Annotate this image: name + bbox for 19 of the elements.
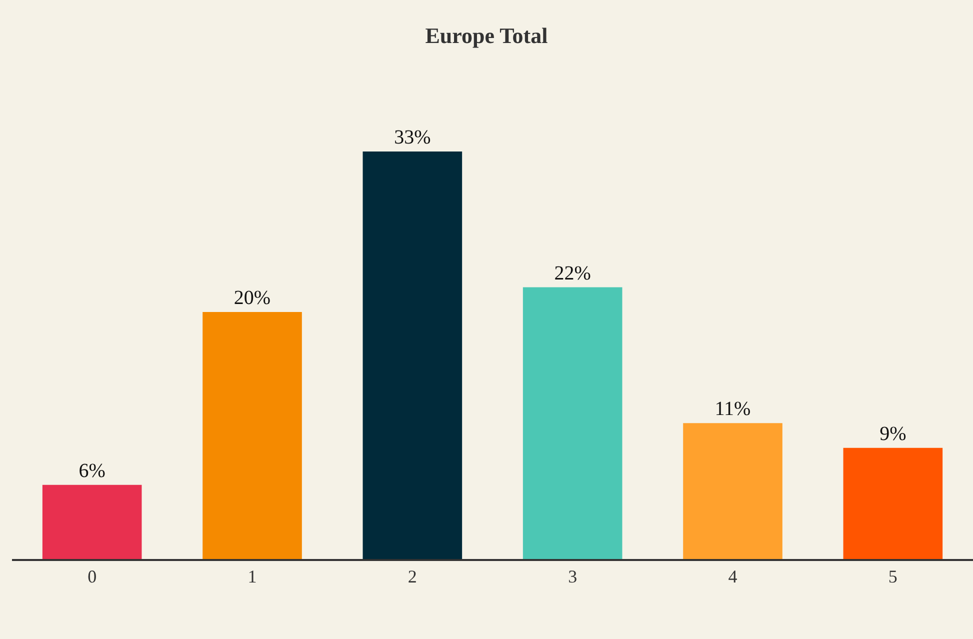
data-label: 11% — [714, 398, 751, 420]
x-tick-label: 5 — [888, 566, 898, 587]
data-label: 9% — [880, 422, 906, 445]
bar — [362, 151, 462, 559]
x-tick-label: 2 — [408, 566, 417, 587]
bar — [202, 312, 302, 559]
bar — [683, 423, 782, 559]
bar — [843, 448, 943, 559]
x-tick-label: 0 — [88, 566, 97, 587]
chart-title: Europe Total — [425, 22, 548, 48]
data-label: 20% — [234, 287, 271, 309]
x-tick-label: 4 — [728, 566, 738, 587]
x-tick-label: 3 — [568, 566, 578, 587]
data-label: 33% — [394, 126, 431, 148]
bar — [522, 287, 622, 559]
data-label: 22% — [554, 262, 591, 284]
data-label: 6% — [78, 460, 106, 482]
x-tick-label: 1 — [248, 566, 257, 587]
bar — [42, 484, 142, 559]
